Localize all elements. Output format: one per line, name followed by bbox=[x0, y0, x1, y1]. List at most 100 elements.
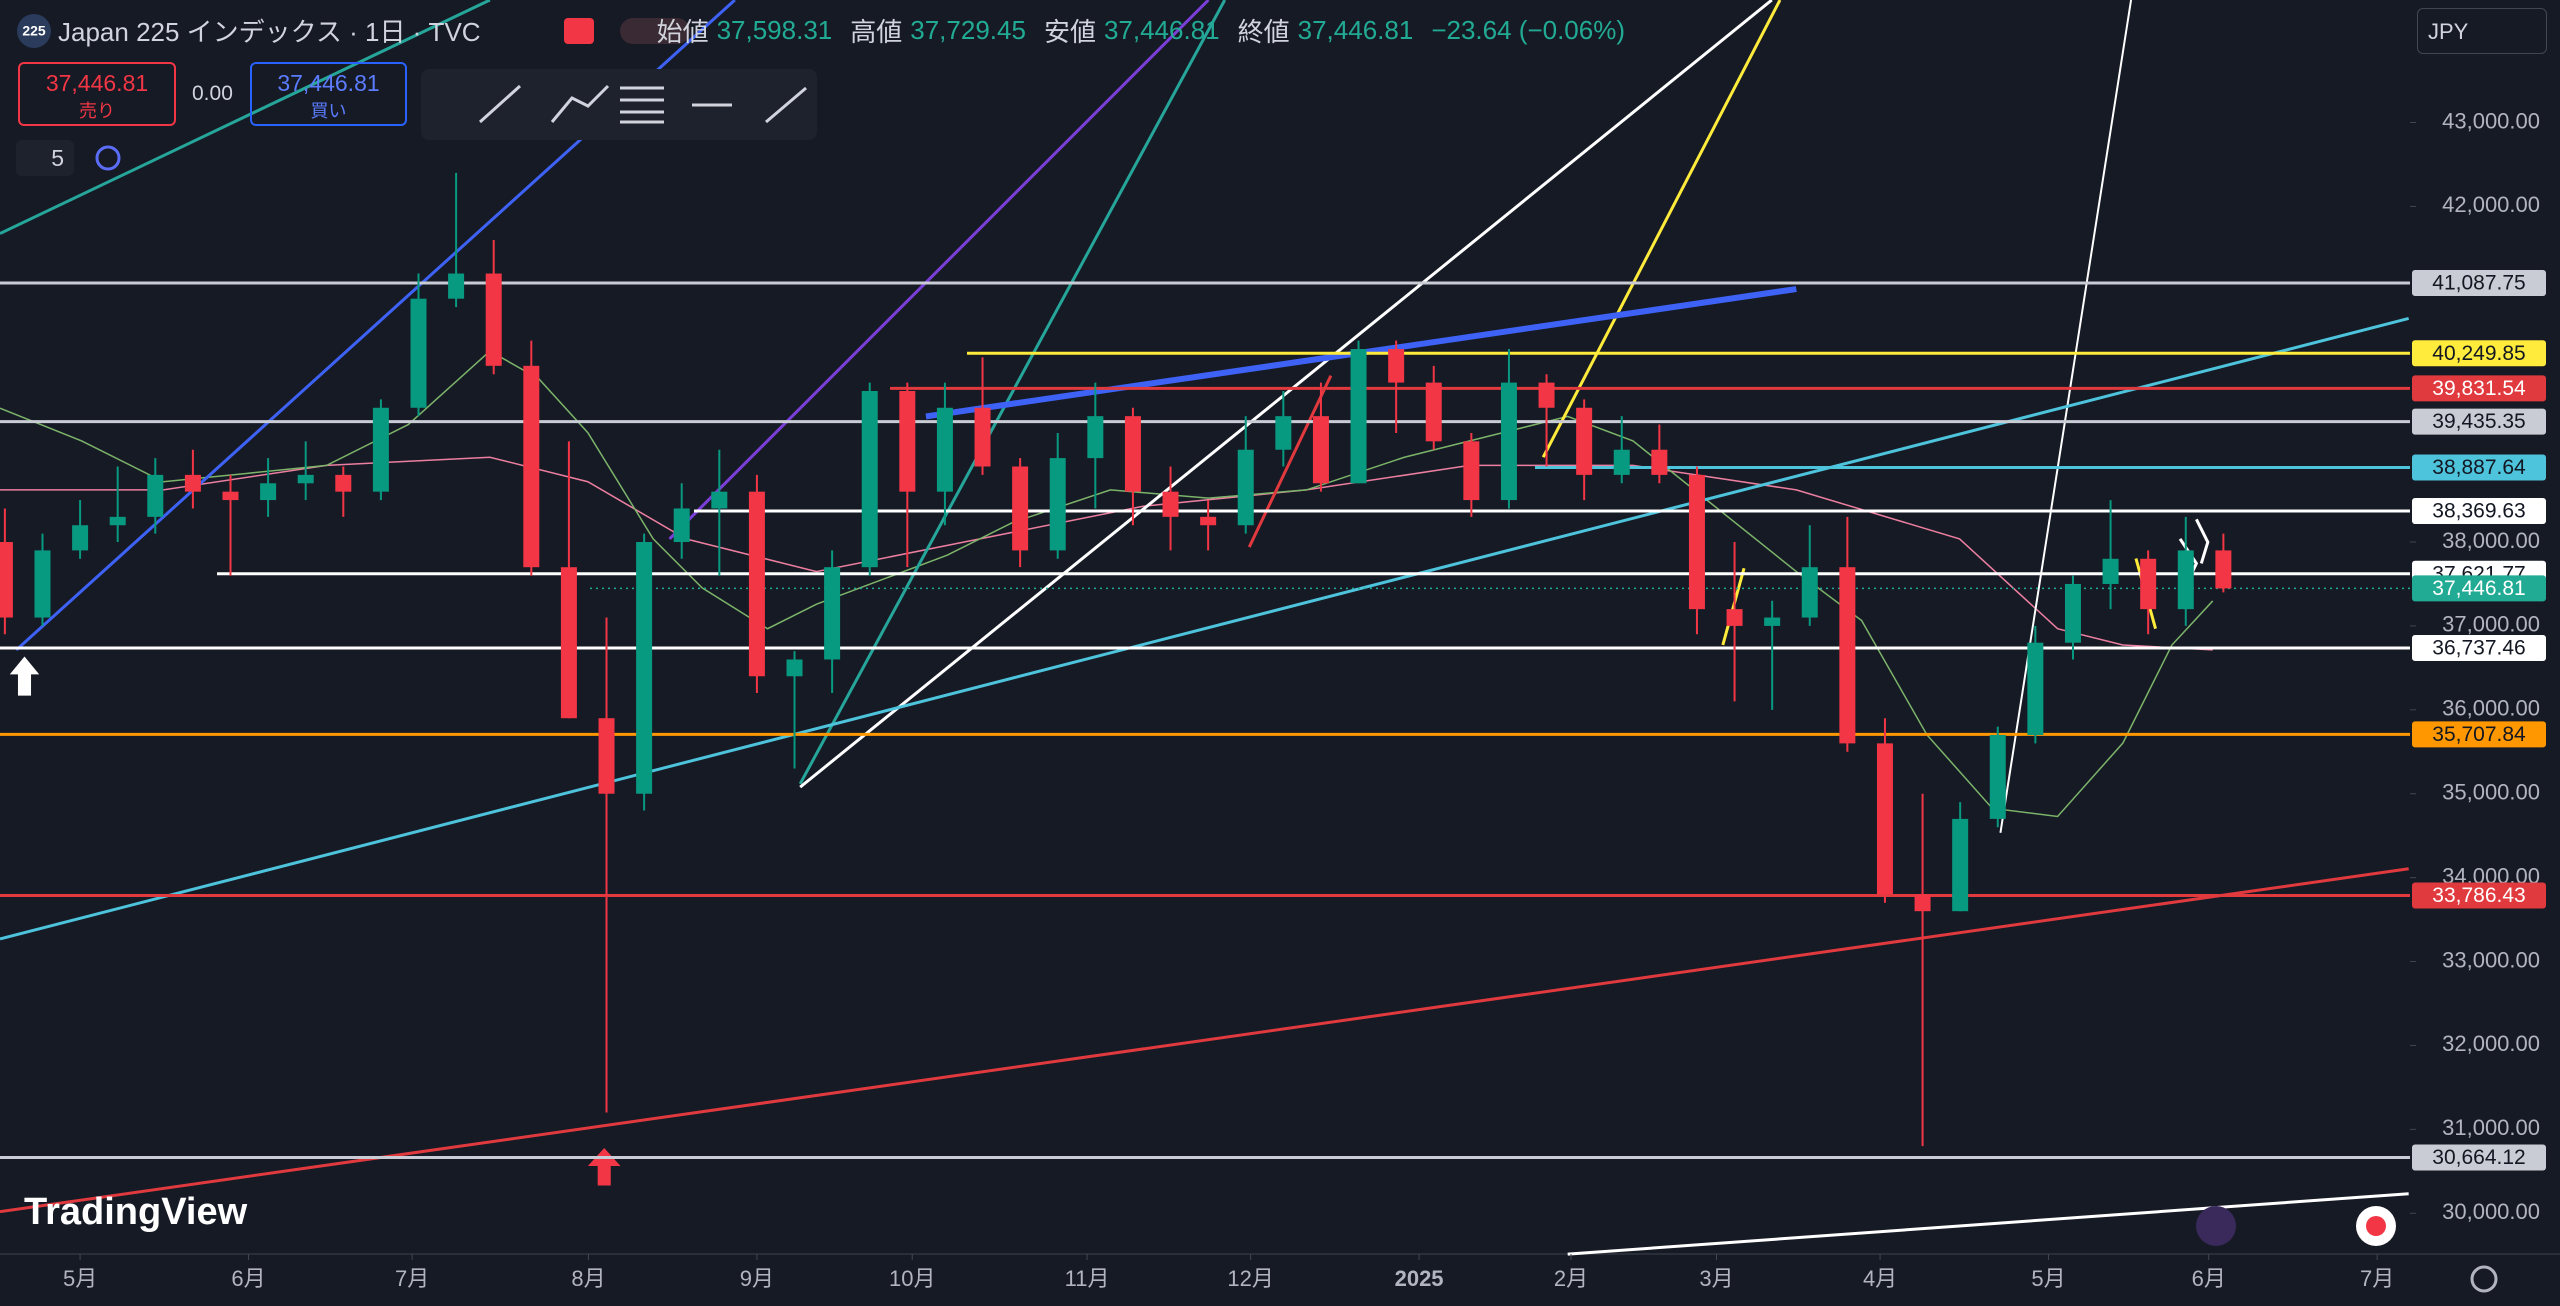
candle-body bbox=[1914, 894, 1931, 912]
trendline bbox=[800, 0, 1225, 784]
x-tick-label: 8月 bbox=[571, 1266, 605, 1291]
x-tick-label: 10月 bbox=[889, 1266, 935, 1291]
candle-body bbox=[1500, 382, 1517, 501]
candle-body bbox=[523, 365, 540, 568]
drawing-toolbar bbox=[421, 69, 817, 140]
buy-button[interactable]: 37,446.81 買い bbox=[250, 62, 407, 126]
y-tick-label: 38,000.00 bbox=[2442, 528, 2540, 553]
x-tick-label: 11月 bbox=[1065, 1266, 1110, 1291]
sell-button[interactable]: 37,446.81 売り bbox=[18, 62, 176, 126]
candle-body bbox=[1839, 567, 1856, 744]
tool-trendline[interactable] bbox=[478, 84, 522, 124]
tool-path[interactable] bbox=[550, 84, 610, 123]
level-label: 35,707.84 bbox=[2432, 723, 2526, 746]
settings-icon[interactable] bbox=[2470, 1265, 2498, 1293]
candle-body bbox=[260, 483, 277, 501]
candles bbox=[0, 172, 2232, 1147]
level-label: 33,786.43 bbox=[2432, 884, 2525, 907]
sell-price: 37,446.81 bbox=[45, 70, 149, 96]
candle-body bbox=[824, 567, 841, 660]
refresh-icon[interactable] bbox=[95, 145, 121, 171]
candle-body bbox=[34, 550, 51, 618]
candle-body bbox=[1764, 617, 1781, 626]
buy-price: 37,446.81 bbox=[277, 70, 380, 96]
candle-body bbox=[410, 298, 427, 408]
currency-dropdown[interactable]: JPY bbox=[2417, 8, 2547, 54]
logo: TradingView bbox=[24, 1191, 248, 1233]
y-tick-label: 35,000.00 bbox=[2442, 780, 2540, 805]
candle-body bbox=[485, 273, 502, 366]
level-label-box bbox=[2412, 721, 2546, 748]
y-tick-label: 30,000.00 bbox=[2442, 1199, 2540, 1224]
candle-body bbox=[1463, 441, 1480, 501]
candle-body bbox=[0, 542, 13, 618]
candle-body bbox=[1350, 349, 1367, 484]
candle-body bbox=[1087, 416, 1104, 459]
level-label: 39,831.54 bbox=[2432, 377, 2526, 400]
record-dot bbox=[2366, 1216, 2386, 1236]
trendline bbox=[0, 869, 2409, 1212]
candle-body bbox=[1801, 567, 1818, 618]
candle-body bbox=[936, 407, 953, 492]
alert-icon[interactable] bbox=[2196, 1206, 2236, 1246]
candle-body bbox=[1237, 449, 1254, 526]
y-tick-label: 33,000.00 bbox=[2442, 947, 2540, 972]
y-tick-label: 37,000.00 bbox=[2442, 612, 2540, 637]
header: Japan 225 インデックス · 1日 · TVC 始値 37,598.31 … bbox=[58, 12, 1625, 49]
trendline bbox=[800, 0, 1772, 787]
level-label-box bbox=[2412, 1144, 2546, 1171]
x-tick-label: 4月 bbox=[1863, 1266, 1897, 1291]
ohlc-value: 37,729.45 bbox=[910, 15, 1026, 45]
ohlc-value: 37,446.81 bbox=[1103, 15, 1220, 45]
ohlc-label: 始値 bbox=[656, 17, 709, 47]
candle-body bbox=[1876, 743, 1893, 895]
candle-body bbox=[636, 542, 653, 794]
x-tick-label: 5月 bbox=[63, 1266, 97, 1291]
indicator-toggle[interactable]: 5 bbox=[16, 140, 74, 176]
candle-body bbox=[786, 659, 803, 677]
ohlc-label: 終値 bbox=[1237, 17, 1290, 47]
x-tick-label: 3月 bbox=[1699, 1266, 1733, 1291]
level-label-box bbox=[2412, 634, 2546, 661]
level-label-box bbox=[2412, 340, 2546, 367]
level-label-box bbox=[2412, 454, 2546, 481]
level-label: 41,087.75 bbox=[2432, 271, 2525, 294]
candle-body bbox=[711, 491, 728, 509]
trendline bbox=[0, 0, 490, 234]
candle-body bbox=[1952, 818, 1969, 912]
level-label: 30,664.12 bbox=[2432, 1146, 2525, 1169]
level-label-box bbox=[2412, 575, 2546, 602]
level-label-box bbox=[2412, 408, 2546, 435]
candle-body bbox=[1989, 734, 2006, 819]
candle-body bbox=[1651, 449, 1668, 475]
candle-body bbox=[2102, 558, 2119, 584]
trendline bbox=[670, 0, 1209, 539]
trendline bbox=[1723, 568, 1744, 645]
flag-icon[interactable] bbox=[564, 18, 594, 44]
x-tick-label: 5月 bbox=[2031, 1266, 2065, 1291]
y-tick-label: 31,000.00 bbox=[2442, 1115, 2540, 1140]
tool-ray[interactable] bbox=[765, 86, 807, 124]
level-label: 38,369.63 bbox=[2432, 500, 2525, 523]
candle-body bbox=[1613, 449, 1630, 475]
candle-body bbox=[1425, 382, 1442, 442]
buy-label: 買い bbox=[310, 101, 347, 121]
candle-body bbox=[335, 474, 352, 492]
ohlc-label: 高値 bbox=[850, 17, 903, 47]
symbol-title[interactable]: Japan 225 インデックス · 1日 · TVC bbox=[58, 17, 481, 47]
level-label: 38,887.64 bbox=[2432, 456, 2526, 479]
candle-body bbox=[2215, 550, 2232, 589]
y-tick-label: 36,000.00 bbox=[2442, 696, 2540, 721]
symbol-badge[interactable] bbox=[17, 14, 51, 48]
levels bbox=[0, 281, 2410, 1160]
x-tick-label: 7月 bbox=[395, 1266, 429, 1291]
trendline bbox=[1543, 0, 1780, 457]
candle-body bbox=[1726, 609, 1743, 626]
trendline bbox=[1568, 1194, 2409, 1254]
candle-body bbox=[974, 407, 991, 467]
candle-body bbox=[1162, 491, 1179, 517]
candle-body bbox=[748, 491, 765, 677]
status-pill[interactable] bbox=[620, 18, 690, 44]
